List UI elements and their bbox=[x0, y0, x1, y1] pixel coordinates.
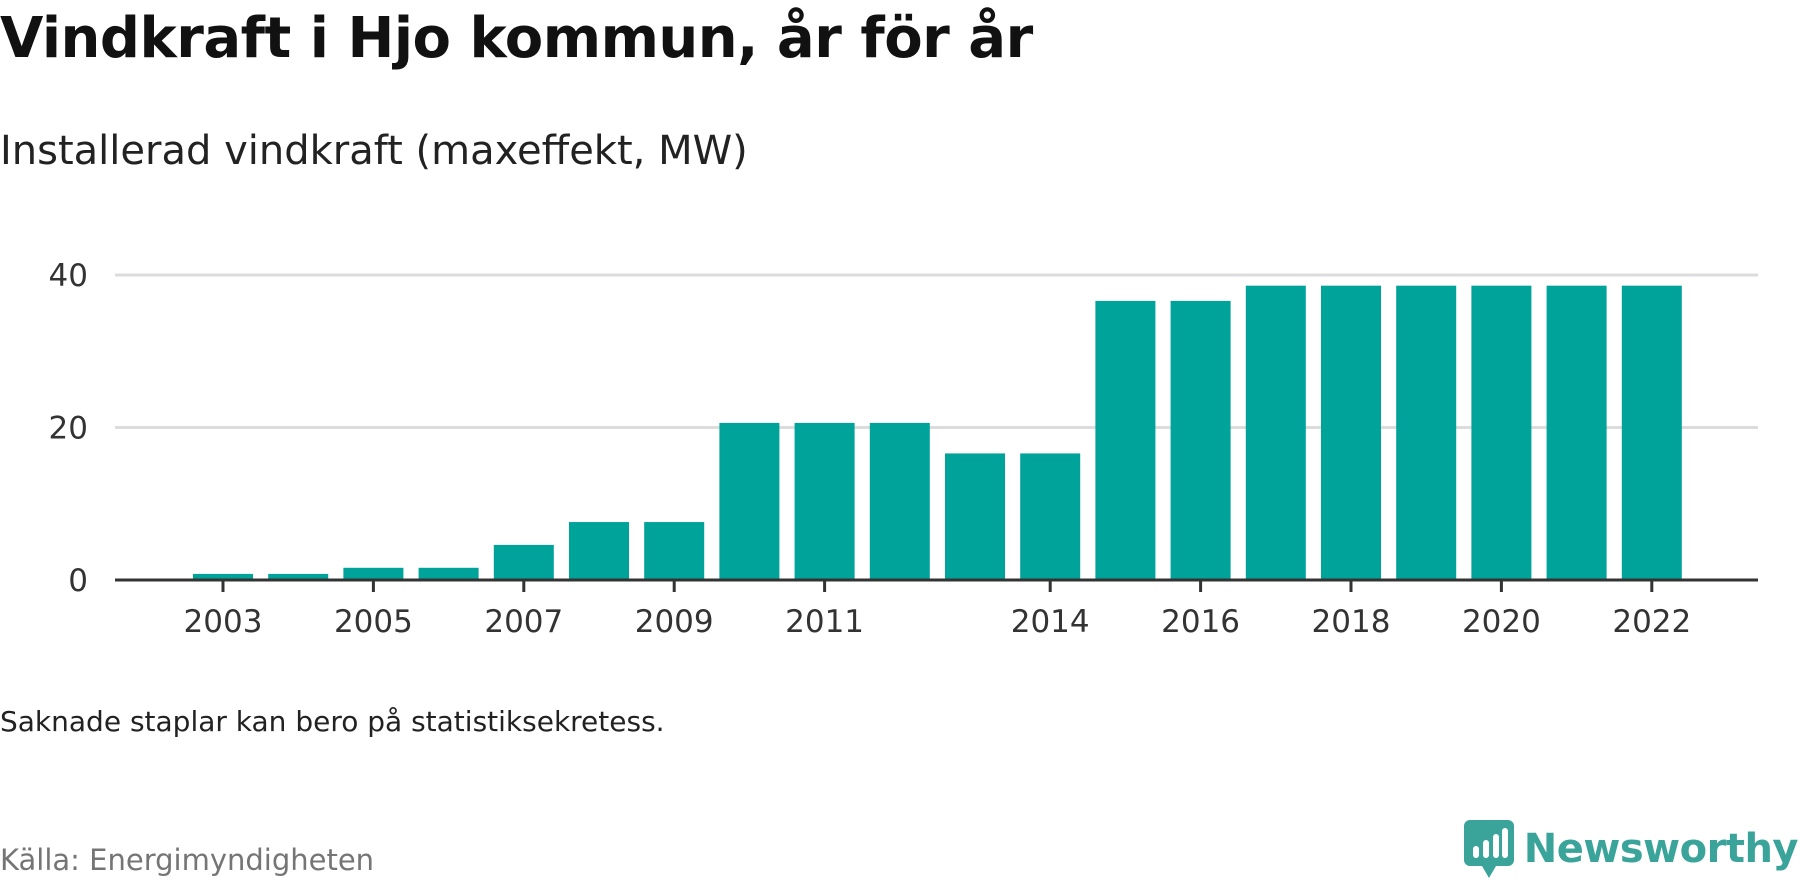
chart-title: Vindkraft i Hjo kommun, år för år bbox=[0, 6, 1033, 71]
x-tick-label: 2016 bbox=[1161, 604, 1240, 640]
bar-2005 bbox=[343, 567, 404, 580]
brand-logo: Newsworthy bbox=[1463, 820, 1799, 878]
x-tick-label: 2007 bbox=[484, 604, 563, 640]
bar-2003 bbox=[193, 573, 253, 580]
bar-2018 bbox=[1321, 285, 1381, 580]
bar-2004 bbox=[268, 573, 329, 580]
bar-2008 bbox=[569, 522, 629, 580]
bar-2015 bbox=[1095, 300, 1156, 580]
bar-2016 bbox=[1170, 300, 1231, 580]
bar-2014 bbox=[1020, 453, 1081, 580]
x-tick-label: 2003 bbox=[184, 604, 263, 640]
x-tick-label: 2014 bbox=[1011, 604, 1090, 640]
bar-2007 bbox=[493, 544, 554, 580]
x-tick-label: 2018 bbox=[1312, 604, 1391, 640]
y-tick-label: 20 bbox=[49, 411, 88, 447]
bar-2011 bbox=[794, 422, 855, 580]
bar-2021 bbox=[1546, 285, 1607, 580]
brand-name: Newsworthy bbox=[1523, 826, 1799, 872]
x-tick-label: 2009 bbox=[635, 604, 714, 640]
newsworthy-logo-icon bbox=[1463, 820, 1514, 878]
y-tick-label: 0 bbox=[68, 563, 88, 599]
x-tick-label: 2005 bbox=[334, 604, 413, 640]
bar-2019 bbox=[1396, 285, 1457, 580]
source-credit: Källa: Energimyndigheten bbox=[0, 843, 375, 877]
tick-labels: 0 20 40 2003 2005 2007 2009 2011 2014 2016 2018 202… bbox=[49, 258, 1692, 640]
bar-2006 bbox=[418, 567, 479, 580]
chart-subtitle: Installerad vindkraft (maxeffekt, MW) bbox=[0, 128, 748, 174]
bar-2020 bbox=[1471, 285, 1532, 580]
bar-2012 bbox=[869, 422, 930, 580]
bar-2009 bbox=[644, 522, 705, 580]
y-tick-label: 40 bbox=[49, 258, 88, 294]
bar-2017 bbox=[1245, 285, 1306, 580]
x-tick-label: 2020 bbox=[1462, 604, 1541, 640]
bar-2010 bbox=[719, 422, 780, 580]
bar-2013 bbox=[945, 453, 1005, 580]
x-tick-label: 2011 bbox=[785, 604, 864, 640]
bar-chart: 0 20 40 2003 2005 2007 2009 2011 2014 2016 2018 202… bbox=[49, 258, 1758, 640]
axes bbox=[115, 578, 1758, 592]
x-tick-label: 2022 bbox=[1612, 604, 1691, 640]
bar-2022 bbox=[1621, 285, 1682, 580]
footnote: Saknade staplar kan bero på statistiksek… bbox=[0, 705, 665, 738]
bars bbox=[193, 285, 1682, 580]
